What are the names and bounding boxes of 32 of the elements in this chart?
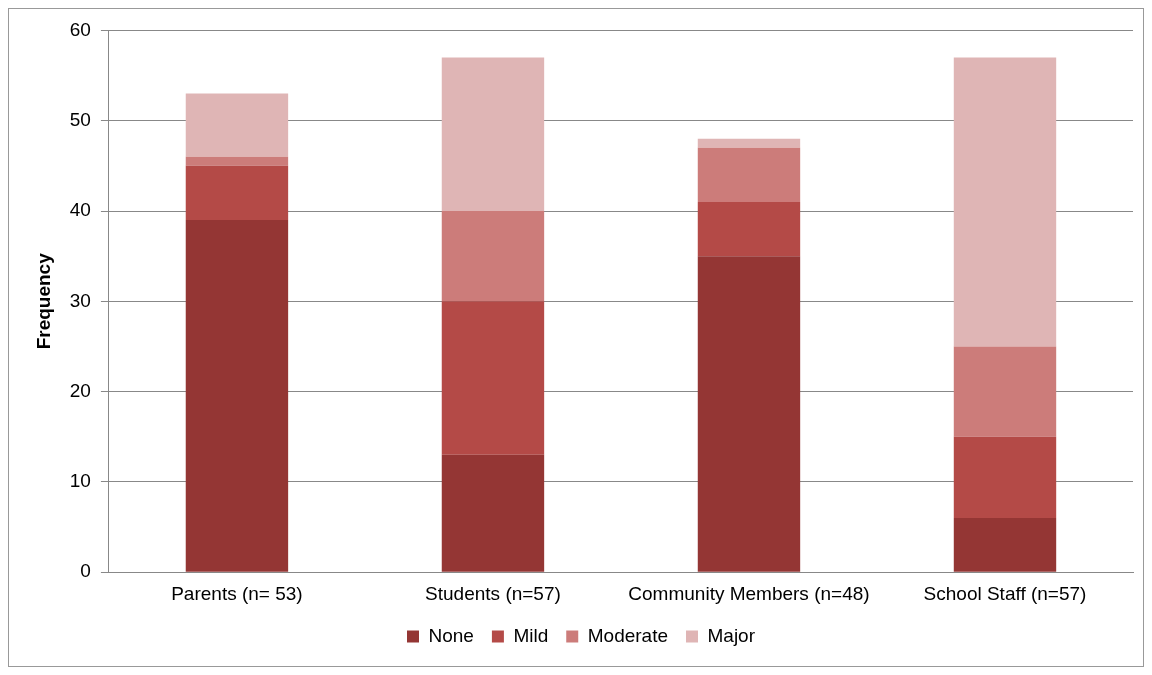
bar <box>697 201 801 257</box>
bar <box>953 518 1057 572</box>
x-tick-label: Parents (n= 53) <box>171 582 303 604</box>
bar <box>953 346 1057 437</box>
legend-label: Moderate <box>587 624 669 646</box>
bar <box>185 156 289 166</box>
bar <box>441 301 545 455</box>
y-tick-label: 0 <box>80 560 91 582</box>
bar <box>953 57 1057 347</box>
y-tick-label: 60 <box>69 18 91 40</box>
legend-label: None <box>428 624 474 646</box>
bar <box>441 211 545 302</box>
y-tick-label: 10 <box>69 470 91 492</box>
bar <box>441 57 545 211</box>
y-tick-label: 40 <box>69 199 91 221</box>
x-tick-label: Community Members (n=48) <box>628 582 870 604</box>
bar <box>697 147 801 202</box>
bar <box>953 436 1057 519</box>
legend-label: Major <box>707 624 756 646</box>
x-tick-label: School Staff (n=57) <box>923 582 1087 604</box>
x-tick-label: Students (n=57) <box>425 582 561 604</box>
bar <box>185 165 289 221</box>
y-axis-title: Frequency <box>32 252 54 350</box>
bar <box>185 220 289 572</box>
legend-label: Mild <box>513 624 549 646</box>
y-tick-label: 50 <box>69 108 91 130</box>
y-tick-label: 20 <box>69 379 91 401</box>
bar <box>185 93 289 157</box>
y-tick-label: 30 <box>69 289 91 311</box>
bar <box>441 454 545 572</box>
bar <box>697 138 801 148</box>
bar <box>697 256 801 572</box>
